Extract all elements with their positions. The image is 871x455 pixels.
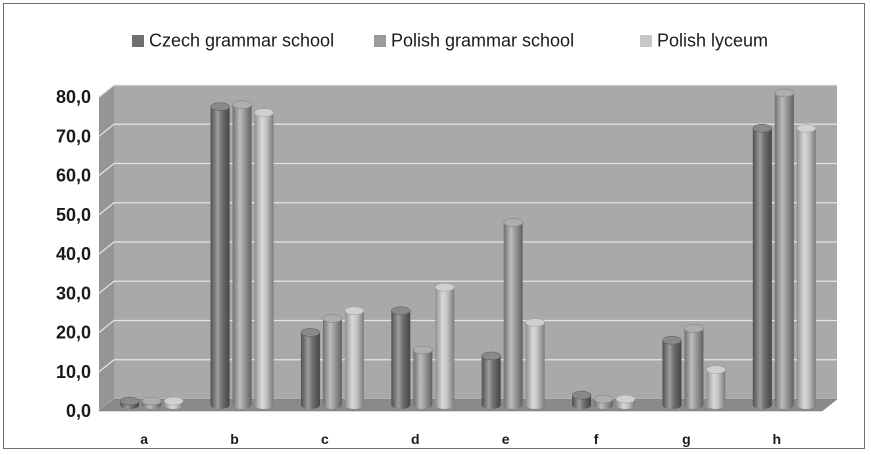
bar-top <box>774 88 795 98</box>
bar <box>774 92 794 410</box>
x-tick-label: e <box>502 431 510 447</box>
y-tick-label: 0,0 <box>66 401 91 421</box>
x-tick-label: c <box>321 431 329 447</box>
y-tick-label: 40,0 <box>56 244 91 264</box>
legend-item: Czech grammar school <box>132 31 334 51</box>
bar-top <box>300 328 321 337</box>
bar-top <box>119 396 140 406</box>
x-tick-label: h <box>773 431 782 447</box>
x-tick-label: g <box>682 431 691 447</box>
bar <box>752 128 772 409</box>
gridline <box>98 202 837 216</box>
bar <box>210 106 230 409</box>
floor-panel <box>98 398 838 412</box>
chart-frame: 0,0 10,0 20,0 30,0 40,0 50,0 60,0 70,0 80,0 a b c d… <box>3 3 865 449</box>
y-tick-label: 60,0 <box>56 166 91 186</box>
gridline <box>98 241 837 255</box>
chart-floor <box>98 398 838 412</box>
bar-top <box>503 218 523 227</box>
bar-top <box>796 124 817 133</box>
bar <box>796 128 816 409</box>
y-tick-label: 50,0 <box>56 205 91 225</box>
bar-top <box>254 108 274 117</box>
bar-top <box>684 324 704 333</box>
bar <box>254 112 274 410</box>
y-tick-label: 30,0 <box>56 283 91 303</box>
legend-label: Polish lyceum <box>657 31 768 51</box>
x-tick-label: b <box>230 431 239 447</box>
bar <box>706 369 726 409</box>
legend-swatch <box>640 35 652 47</box>
bar <box>300 332 320 409</box>
x-tick-label: f <box>594 431 599 447</box>
bar-series <box>119 88 817 410</box>
bar-top <box>615 394 636 404</box>
bar-top <box>662 335 682 345</box>
bar <box>322 318 342 409</box>
bar-top <box>344 306 365 316</box>
y-tick-label: 20,0 <box>56 323 91 343</box>
x-axis-tick-labels: a b c d e f g h <box>140 431 781 447</box>
legend-swatch <box>374 35 386 47</box>
bar <box>684 328 704 409</box>
bar <box>232 104 252 410</box>
bar-top <box>481 351 501 361</box>
x-tick-label: a <box>140 431 148 447</box>
bar-chart: 0,0 10,0 20,0 30,0 40,0 50,0 60,0 70,0 80,0 a b c d… <box>56 31 838 447</box>
bar-top <box>141 396 162 406</box>
bar-top <box>435 283 455 292</box>
bar-top <box>232 100 252 109</box>
y-tick-label: 70,0 <box>56 126 91 146</box>
bar-top <box>593 394 614 404</box>
gridline <box>98 319 837 333</box>
bar-top <box>571 390 592 400</box>
legend-item: Polish lyceum <box>640 31 768 51</box>
legend-item: Polish grammar school <box>374 31 574 51</box>
bar-top <box>210 102 230 111</box>
bar-top <box>163 396 184 406</box>
bar <box>525 322 545 409</box>
y-tick-label: 80,0 <box>56 87 91 107</box>
legend-label: Czech grammar school <box>149 31 334 51</box>
legend: Czech grammar school Polish grammar schoo… <box>132 31 768 51</box>
chart-back-wall <box>99 85 837 411</box>
bar <box>503 222 523 409</box>
bar <box>391 310 411 409</box>
bar-top <box>322 314 343 323</box>
x-tick-label: d <box>411 431 420 447</box>
y-tick-label: 10,0 <box>56 362 91 382</box>
bar <box>435 287 455 409</box>
bar-top <box>706 365 726 374</box>
bar <box>344 310 364 409</box>
bar-top <box>525 318 545 327</box>
gridline <box>98 84 837 98</box>
legend-label: Polish grammar school <box>391 31 574 51</box>
legend-swatch <box>132 35 144 47</box>
bar <box>481 355 501 409</box>
bar-top <box>752 124 773 133</box>
bar <box>413 350 433 409</box>
bar-top <box>413 345 433 355</box>
gridline <box>98 359 837 373</box>
bar <box>662 340 682 409</box>
gridline <box>98 162 837 176</box>
gridline <box>98 123 837 137</box>
y-axis-tick-labels: 0,0 10,0 20,0 30,0 40,0 50,0 60,0 70,0 80,0 <box>56 87 91 421</box>
bar-top <box>391 306 411 316</box>
gridline <box>98 280 837 294</box>
